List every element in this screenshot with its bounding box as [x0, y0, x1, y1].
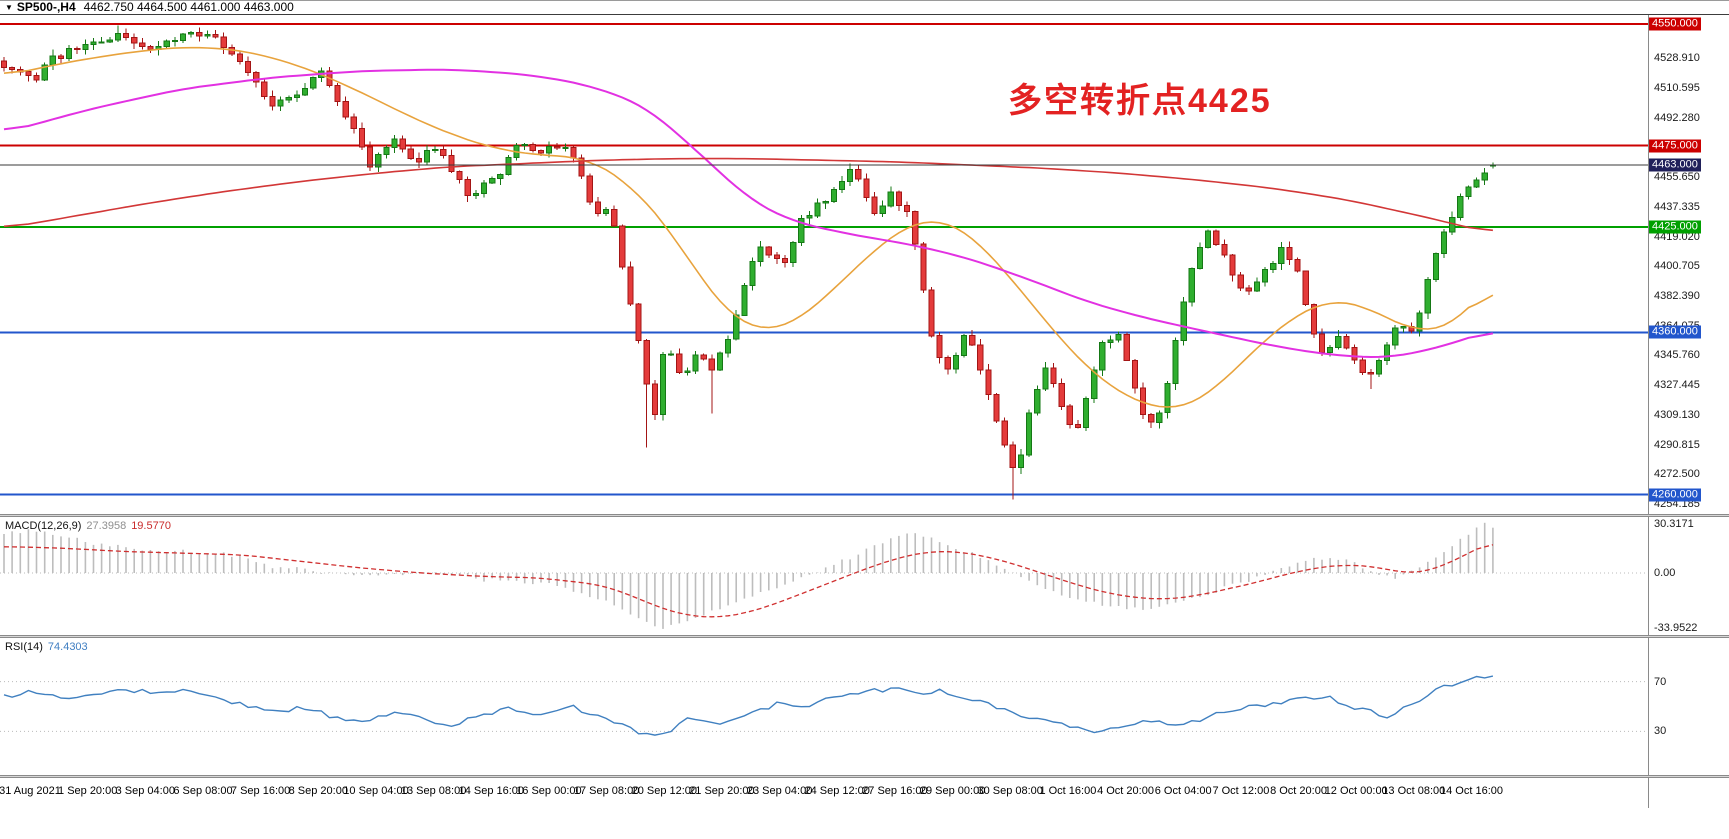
price-tick-label: 4254.185 — [1654, 498, 1700, 510]
price-axis[interactable]: 4528.9104510.5954492.2804473.9654455.650… — [1648, 15, 1729, 514]
time-axis-label: 20 Sep 12:00 — [631, 785, 698, 797]
macd-label: MACD(12,26,9) 27.3958 19.5770 — [5, 520, 176, 532]
macd-axis-label: 30.3171 — [1654, 518, 1694, 530]
price-tick-label: 4327.445 — [1654, 379, 1700, 392]
time-axis-label: 17 Sep 08:00 — [573, 785, 640, 797]
time-axis-label: 13 Sep 08:00 — [400, 785, 467, 797]
price-tick-label: 4400.705 — [1654, 260, 1700, 273]
candlestick-series — [0, 25, 1497, 500]
macd-signal-line — [3, 544, 1494, 618]
price-chart-canvas[interactable] — [0, 15, 1648, 514]
price-tick-label: 4437.335 — [1654, 200, 1700, 213]
time-axis-label: 24 Sep 12:00 — [804, 785, 870, 797]
time-axis-label: 10 Sep 04:00 — [343, 785, 409, 797]
macd-panel: MACD(12,26,9) 27.3958 19.5770 30.3171 0.00 -… — [0, 517, 1729, 635]
symbol-menu-icon[interactable]: ▼ — [5, 3, 13, 12]
time-axis-label: 7 Oct 12:00 — [1212, 785, 1270, 797]
time-axis-label: 16 Sep 00:00 — [516, 785, 582, 797]
symbol-period-label: SP500-,H4 — [16, 0, 76, 14]
time-axis-label: 23 Sep 04:00 — [746, 785, 813, 797]
chart-annotation-text: 多空转折点4425 — [1008, 82, 1272, 120]
rsi-label: RSI(14) 74.4303 — [5, 641, 93, 653]
price-tick-label: 4290.815 — [1654, 438, 1700, 451]
time-axis-label: 1 Sep 20:00 — [58, 785, 118, 797]
macd-axis-label: -33.9522 — [1654, 622, 1698, 634]
time-axis-label: 14 Sep 16:00 — [458, 785, 525, 797]
time-axis-label: 6 Oct 04:00 — [1154, 785, 1212, 797]
price-tick-label: 4272.500 — [1654, 468, 1700, 481]
time-axis-label: 4 Oct 20:00 — [1097, 785, 1154, 797]
panel-splitter[interactable] — [0, 514, 1729, 517]
ma-fast-orange — [3, 46, 1494, 408]
time-axis-label: 29 Sep 00:00 — [919, 785, 986, 797]
rsi-axis-label: 70 — [1654, 675, 1667, 688]
rsi-axis: 70 30 — [1648, 638, 1729, 775]
ma-slow-red — [3, 157, 1493, 232]
level-price-label: 4475.000 — [1649, 139, 1701, 153]
macd-name: MACD(12,26,9) — [5, 520, 82, 532]
price-tick-label: 4528.910 — [1654, 52, 1700, 65]
time-axis-label: 3 Sep 04:00 — [115, 785, 175, 797]
macd-main-value: 27.3958 — [86, 520, 127, 532]
rsi-axis-label: 30 — [1654, 725, 1667, 738]
price-tick-label: 4345.760 — [1654, 349, 1700, 362]
price-tick-label: 4419.020 — [1654, 230, 1700, 243]
level-price-label: 4550.000 — [1649, 17, 1701, 31]
time-axis[interactable]: 31 Aug 2021 1 Sep 20:00 3 Sep 04:00 6 Sep 0… — [0, 778, 1729, 808]
time-axis-label: 14 Oct 16:00 — [1440, 785, 1503, 797]
rsi-name: RSI(14) — [5, 641, 43, 653]
level-price-label: 4260.000 — [1649, 488, 1701, 501]
panel-splitter[interactable] — [0, 635, 1729, 638]
time-axis-label: 27 Sep 16:00 — [862, 785, 928, 797]
chart-info-bar: ▼ SP500-,H4 4462.750 4464.500 4461.000 446… — [0, 0, 1729, 15]
rsi-panel: RSI(14) 74.4303 70 30 — [0, 638, 1729, 775]
price-tick-label: 4382.390 — [1654, 289, 1700, 302]
ohlc-values: 4462.750 4464.500 4461.000 4463.000 — [83, 0, 294, 14]
macd-canvas[interactable] — [0, 517, 1648, 635]
macd-signal-value: 19.5770 — [131, 520, 171, 532]
time-axis-label: 13 Oct 08:00 — [1382, 785, 1446, 797]
time-axis-label: 21 Sep 20:00 — [689, 785, 755, 797]
time-axis-label: 8 Sep 20:00 — [288, 785, 348, 797]
ma-mid-magenta — [3, 68, 1494, 359]
macd-axis: 30.3171 0.00 -33.9522 — [1648, 517, 1729, 635]
time-axis-label: 6 Sep 08:00 — [173, 785, 233, 797]
bid-price-label: 4463.000 — [1649, 158, 1701, 172]
price-panel: 多空转折点4425 4528.9104510.5954492.2804473.9… — [0, 15, 1729, 514]
time-axis-label: 1 Oct 16:00 — [1039, 785, 1097, 797]
time-axis-label: 31 Aug 2021 — [0, 785, 61, 797]
level-price-label: 4425.000 — [1649, 220, 1701, 234]
time-axis-label: 7 Sep 16:00 — [230, 785, 291, 797]
time-axis-label: 12 Oct 00:00 — [1324, 785, 1388, 797]
price-tick-label: 4492.280 — [1654, 111, 1700, 124]
level-price-label: 4360.000 — [1649, 325, 1701, 339]
rsi-line — [3, 675, 1494, 736]
time-axis-label: 30 Sep 08:00 — [977, 785, 1043, 797]
rsi-canvas[interactable] — [0, 638, 1648, 775]
price-tick-label: 4309.130 — [1654, 408, 1700, 421]
macd-histogram — [3, 522, 1494, 629]
panel-splitter[interactable] — [0, 775, 1729, 778]
macd-axis-label: 0.00 — [1654, 567, 1676, 579]
time-axis-label: 8 Oct 20:00 — [1270, 785, 1327, 797]
price-tick-label: 4455.650 — [1654, 171, 1700, 183]
axis-divider — [1648, 15, 1649, 808]
price-tick-label: 4510.595 — [1654, 81, 1700, 94]
rsi-value: 74.4303 — [47, 641, 88, 653]
